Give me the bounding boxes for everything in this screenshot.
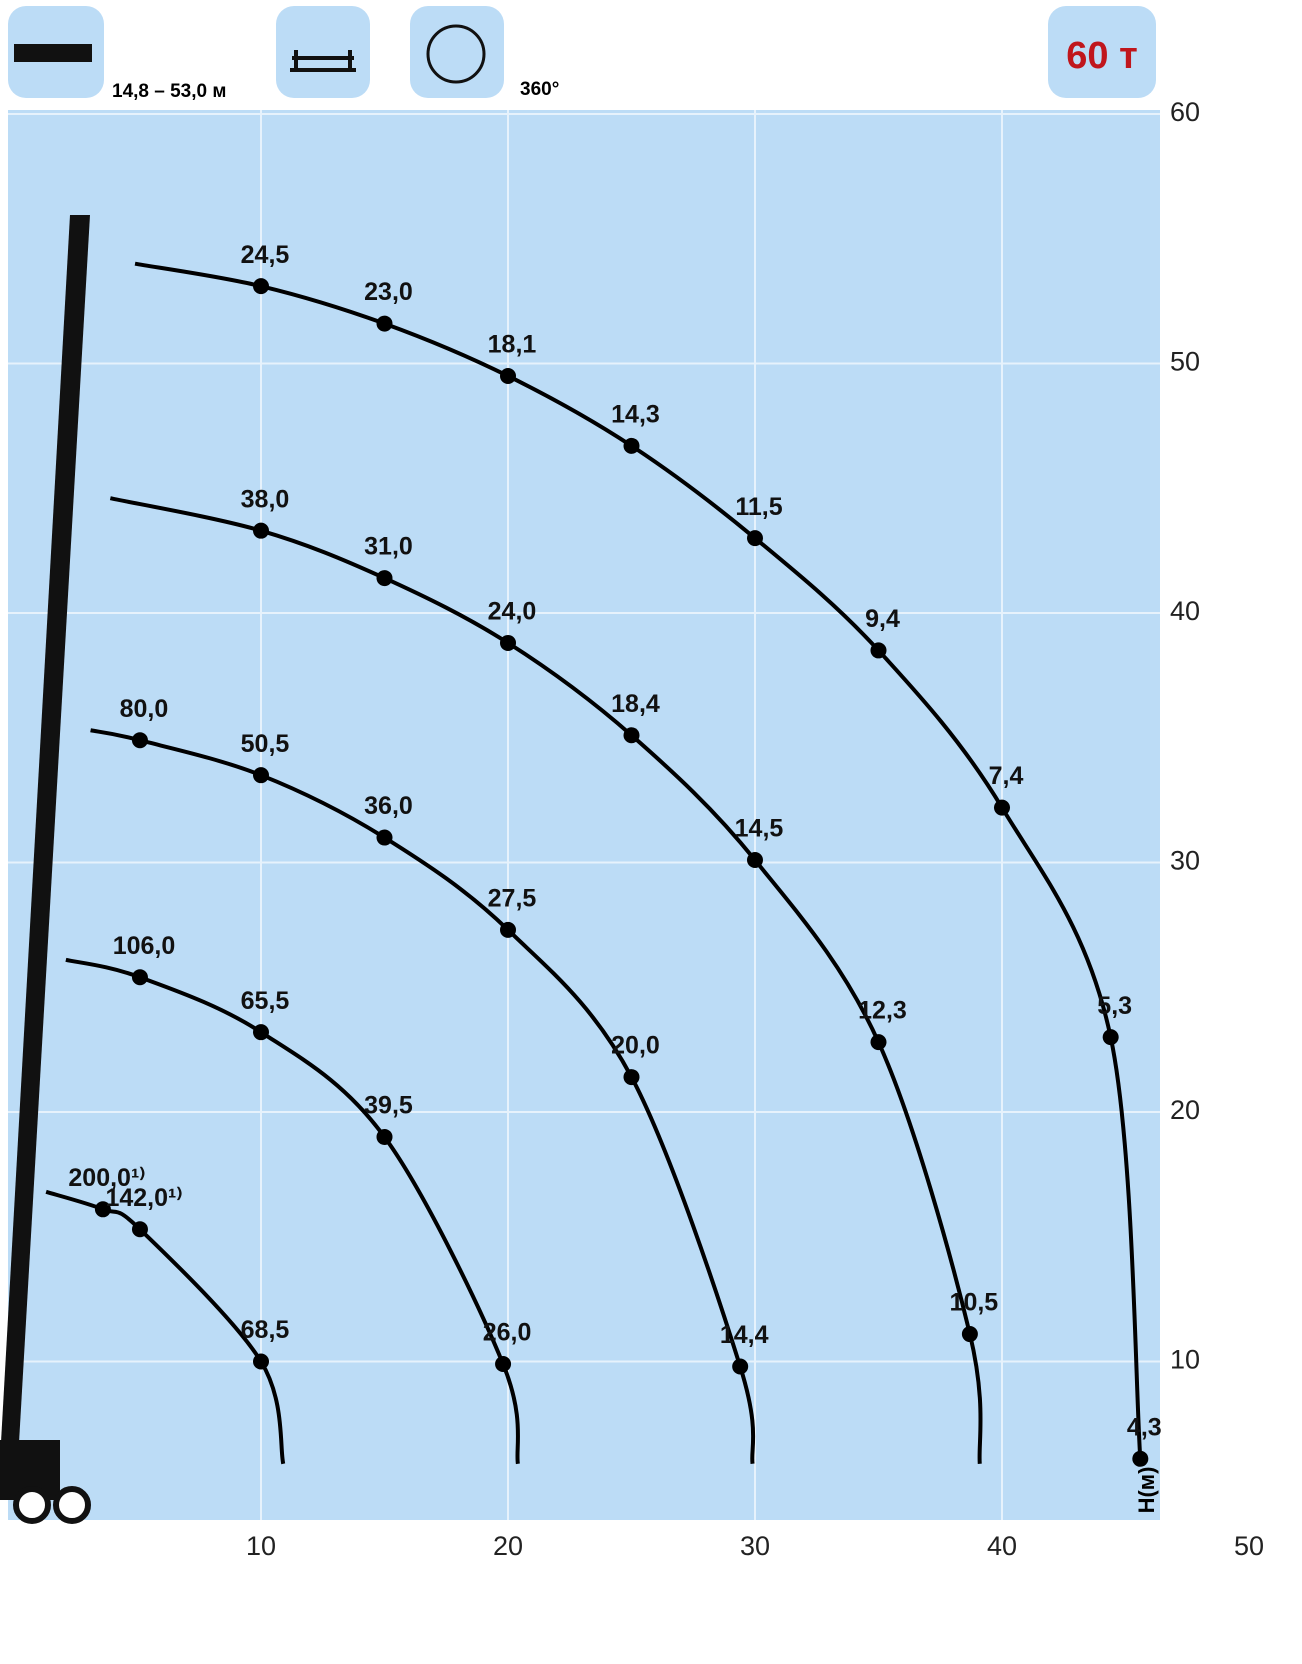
load-point [624, 727, 640, 743]
x-tick-label: 50 [1234, 1531, 1264, 1561]
load-label: 7,4 [989, 762, 1024, 790]
y-tick-label: 30 [1170, 846, 1200, 876]
load-point [377, 1129, 393, 1145]
load-label: 5,3 [1097, 992, 1132, 1020]
load-point [747, 530, 763, 546]
load-label: 14,4 [720, 1321, 769, 1349]
load-label: 26,0 [483, 1319, 532, 1347]
load-point [253, 523, 269, 539]
load-point [253, 767, 269, 783]
y-axis-label: H(м) [1134, 1467, 1159, 1514]
load-point [132, 1221, 148, 1237]
load-label: 11,5 [735, 493, 782, 521]
load-label: 31,0 [364, 533, 413, 561]
load-point [500, 635, 516, 651]
load-label: 106,0 [113, 932, 176, 960]
load-label: 24,0 [488, 598, 537, 626]
load-label: 23,0 [364, 278, 413, 306]
load-point [500, 922, 516, 938]
load-label: 80,0 [120, 695, 169, 723]
load-point [253, 1354, 269, 1370]
icon-rotation [410, 6, 504, 98]
chart: 14,8 – 53,0 м 360° 60 т 24,5 23,0 18,1 14,3… [0, 0, 1302, 1664]
load-point [377, 830, 393, 846]
y-tick-label: 20 [1170, 1095, 1200, 1125]
boom-length: 14,8 – 53,0 м [112, 81, 226, 102]
y-tick-label: 50 [1170, 347, 1200, 377]
x-tick-label: 20 [493, 1531, 523, 1561]
x-tick-label: 40 [987, 1531, 1017, 1561]
load-point [132, 732, 148, 748]
boom-glyph [14, 44, 92, 62]
load-point [871, 642, 887, 658]
load-label: 38,0 [241, 485, 290, 513]
load-label: 18,4 [611, 690, 660, 718]
load-label: 68,5 [241, 1316, 290, 1344]
load-label: 50,5 [241, 730, 290, 758]
load-point [624, 1069, 640, 1085]
load-label: 36,0 [364, 792, 413, 820]
load-label: 39,5 [364, 1092, 413, 1120]
rotation: 360° [520, 79, 559, 100]
load-point [962, 1326, 978, 1342]
load-label: 24,5 [241, 241, 290, 269]
x-tick-label: 30 [740, 1531, 770, 1561]
load-label: 142,0¹⁾ [105, 1184, 182, 1212]
load-label: 14,3 [611, 400, 660, 428]
load-point [1103, 1029, 1119, 1045]
load-point [747, 852, 763, 868]
load-label: 27,5 [488, 884, 537, 912]
y-tick-label: 40 [1170, 596, 1200, 626]
wheel [16, 1489, 48, 1521]
load-label: 20,0 [611, 1032, 660, 1060]
load-label: 65,5 [241, 987, 290, 1015]
load-point [500, 368, 516, 384]
capacity: 60 т [1066, 35, 1137, 77]
load-label: 18,1 [488, 331, 537, 359]
load-label: 14,5 [735, 815, 784, 843]
load-point [253, 1024, 269, 1040]
load-label: 4,3 [1127, 1413, 1162, 1441]
load-point [1132, 1451, 1148, 1467]
x-tick-label: 10 [246, 1531, 276, 1561]
load-point [732, 1358, 748, 1374]
y-tick-label: 10 [1170, 1345, 1200, 1375]
load-label: 9,4 [865, 605, 900, 633]
wheel [56, 1489, 88, 1521]
icon-outrigger [276, 6, 370, 98]
load-label: 10,5 [950, 1289, 999, 1317]
load-label: 12,3 [858, 997, 907, 1025]
load-point [253, 278, 269, 294]
load-point [495, 1356, 511, 1372]
load-point [994, 800, 1010, 816]
page: 14,8 – 53,0 м 360° 60 т 24,5 23,0 18,1 14,3… [0, 0, 1302, 1664]
load-point [377, 570, 393, 586]
load-point [377, 316, 393, 332]
load-point [871, 1034, 887, 1050]
load-point [132, 969, 148, 985]
load-point [624, 438, 640, 454]
y-tick-label: 60 [1170, 97, 1200, 127]
